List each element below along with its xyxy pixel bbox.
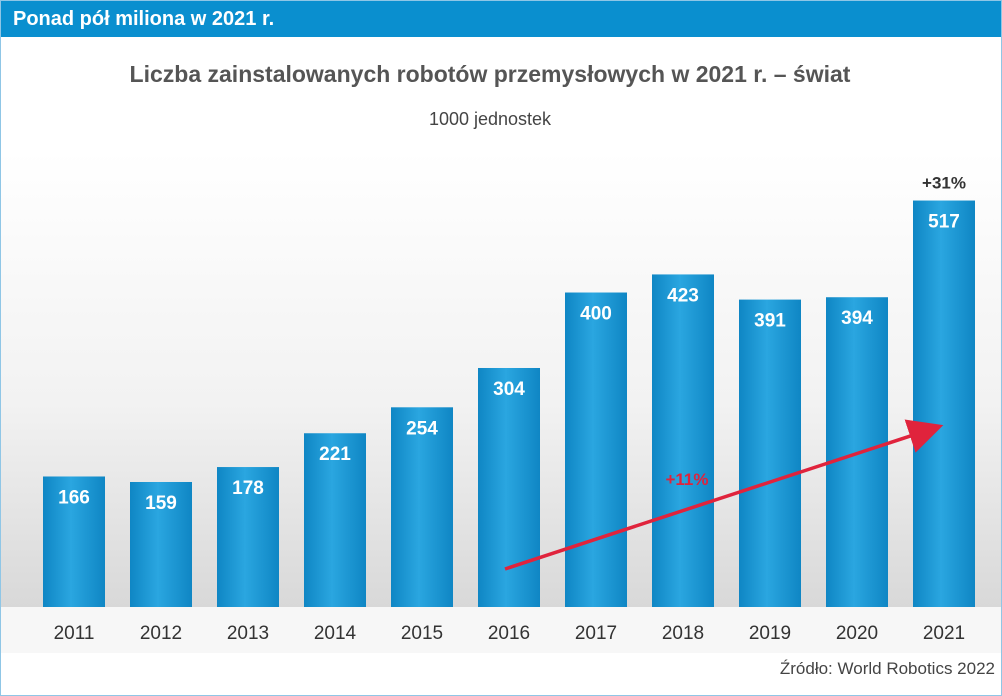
bar-2021 <box>913 200 975 607</box>
bar-2019 <box>739 299 801 607</box>
bar-value-label: 254 <box>406 418 438 439</box>
banner-title: Ponad pół miliona w 2021 r. <box>1 1 1001 37</box>
x-tick-label: 2015 <box>401 623 443 644</box>
bar-value-label: 423 <box>667 285 699 306</box>
chart-subtitle: 1000 jednostek <box>428 109 552 129</box>
bar-2012 <box>130 481 192 607</box>
trend-arrow <box>504 419 944 571</box>
x-tick-label: 2012 <box>140 623 182 644</box>
bar-value-label: 304 <box>493 379 525 400</box>
x-tick-label: 2013 <box>227 623 269 644</box>
bar-2017 <box>565 292 627 607</box>
bar-value-label: 178 <box>232 478 264 499</box>
x-tick-label: 2021 <box>923 623 965 644</box>
x-tick-label: 2017 <box>575 623 617 644</box>
bar-2016 <box>478 367 540 607</box>
bar-value-label: 159 <box>145 493 177 514</box>
bar-2013 <box>217 467 279 607</box>
annotation-label: +11% <box>665 470 708 489</box>
bar-2014 <box>304 433 366 607</box>
x-tick-label: 2011 <box>54 623 95 644</box>
bar-value-label: 391 <box>754 311 786 332</box>
x-tick-label: 2020 <box>836 623 878 644</box>
axis-band <box>1 607 1001 653</box>
x-tick-label: 2019 <box>749 623 791 644</box>
bar-value-label: 394 <box>841 308 873 329</box>
x-tick-label: 2014 <box>314 623 357 644</box>
source-note: Źródło: World Robotics 2022 <box>779 659 995 678</box>
bar-2011 <box>43 476 105 607</box>
bar-value-label: 517 <box>928 212 960 233</box>
bar-2018 <box>652 274 714 607</box>
bar-2015 <box>391 407 453 607</box>
x-tick-label: 2016 <box>488 623 530 644</box>
chart-title: Liczba zainstalowanych robotów przemysło… <box>129 61 851 87</box>
bar-value-label: 221 <box>319 444 351 465</box>
annotation-label: +31% <box>922 174 966 193</box>
x-tick-label: 2018 <box>662 623 704 644</box>
bar-value-label: 400 <box>580 304 612 325</box>
bar-value-label: 166 <box>58 487 90 508</box>
